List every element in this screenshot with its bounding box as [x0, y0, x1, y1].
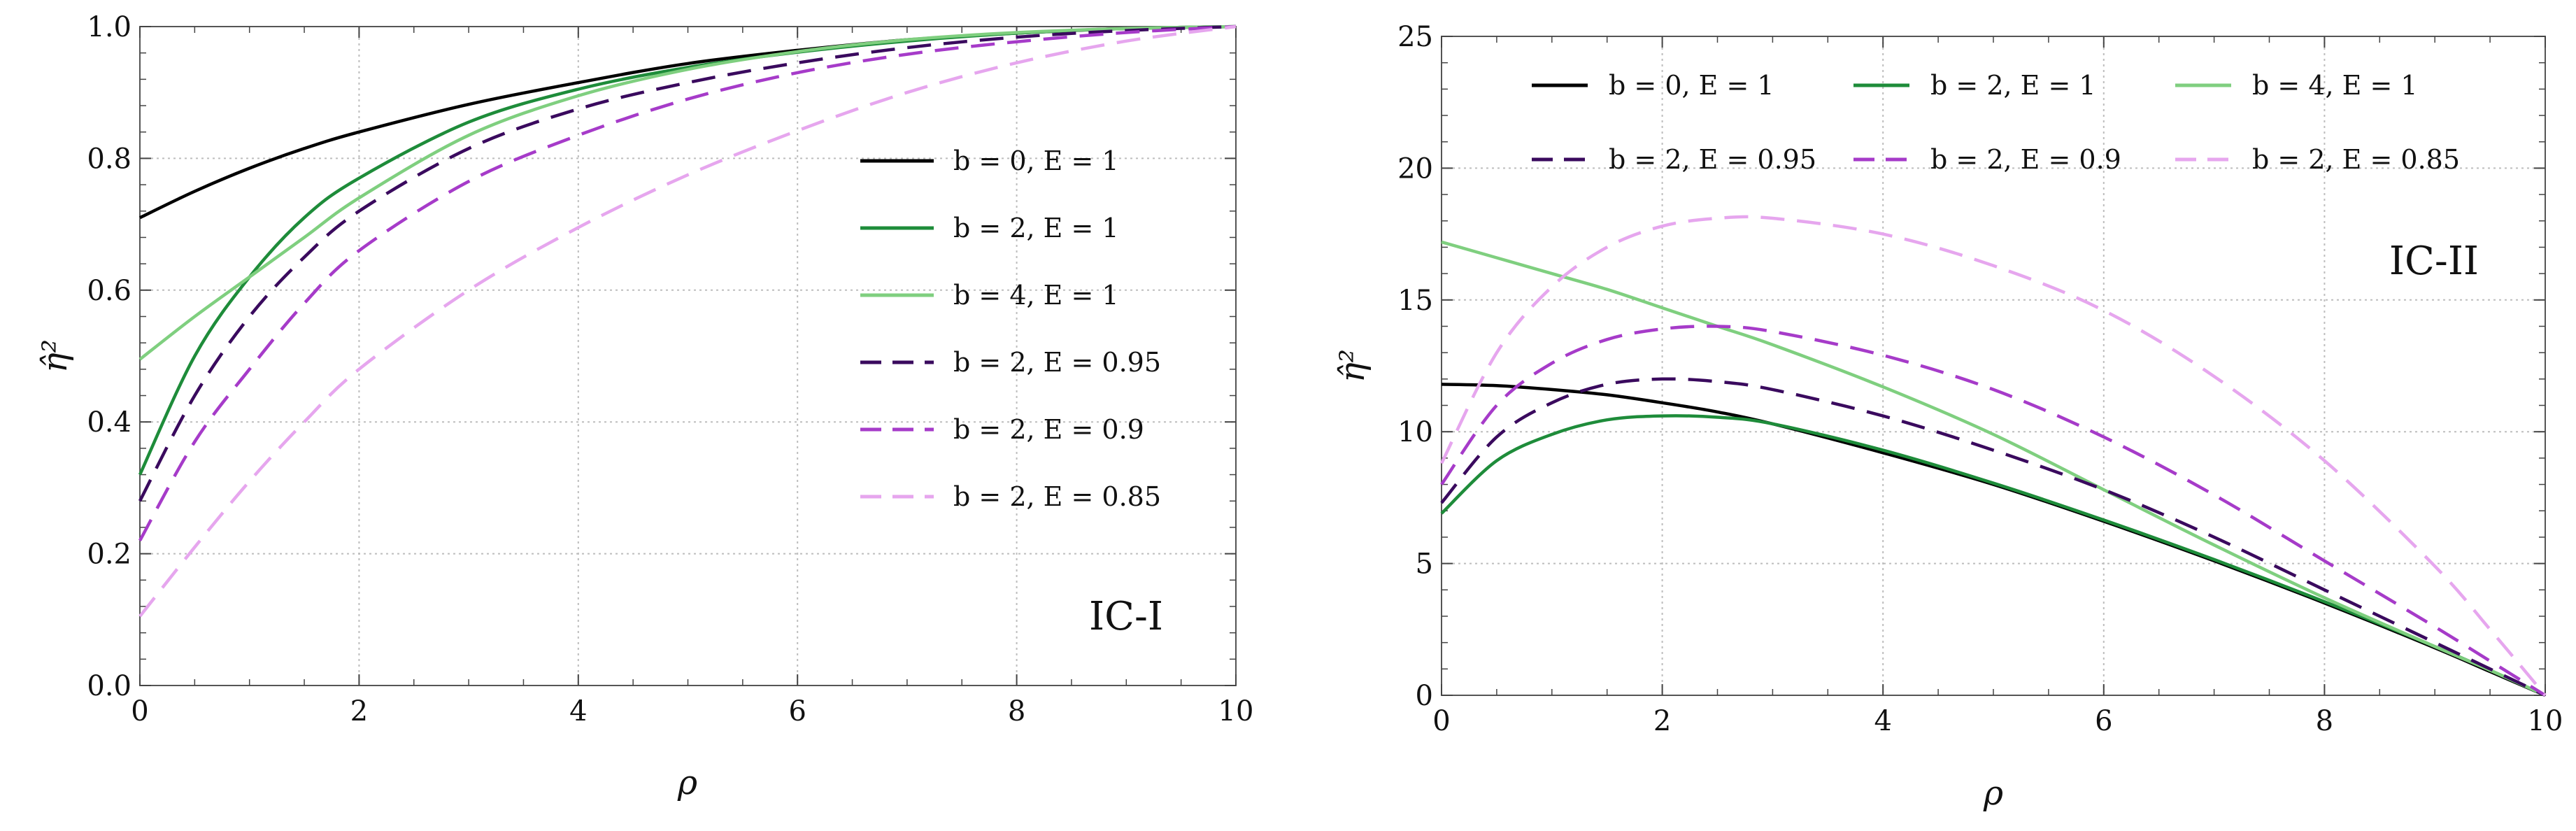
series-line-b2_E085: [138, 24, 1237, 618]
series-line-b2_E09: [138, 24, 1237, 541]
legend-label: b = 2, E = 0.95: [953, 347, 1161, 378]
series-line-b2_E09: [1440, 325, 2547, 697]
x-tick-label: 10: [1218, 695, 1254, 727]
x-tick-label: 2: [350, 695, 368, 727]
y-tick-label: 0.8: [87, 143, 131, 175]
y-tick-label: 1.0: [87, 11, 131, 43]
y-tick-label: 15: [1397, 285, 1433, 317]
x-tick-label: 4: [569, 695, 587, 727]
series-lines: [1439, 215, 2547, 697]
y-tick-label: 0.4: [87, 406, 131, 439]
grid-lines: [140, 27, 1236, 686]
panel-ic-i: 0 2 4 6 8 100.00.20.40.60.81.0 b = 0, E = 1b …: [36, 11, 1253, 802]
y-tick-label: 0: [1416, 680, 1433, 712]
x-tick-label: 6: [2095, 705, 2112, 737]
legend-label: b = 0, E = 1: [1609, 70, 1774, 101]
x-tick-label: 0: [1432, 705, 1450, 737]
legend-label: b = 4, E = 1: [953, 280, 1119, 311]
legend-label: b = 2, E = 0.95: [1609, 144, 1816, 175]
x-tick-label: 8: [2316, 705, 2333, 737]
x-tick-label: 6: [788, 695, 806, 727]
y-tick-label: 0.2: [87, 539, 131, 571]
plot-frame: [1441, 36, 2546, 696]
legend-label: b = 2, E = 0.85: [2252, 144, 2460, 175]
x-tick-label: 8: [1008, 695, 1025, 727]
x-tick-label: 10: [2528, 705, 2563, 737]
y-axis-label: η̂²: [1333, 349, 1372, 383]
series-line-b2_E085: [1439, 215, 2547, 697]
y-tick-label: 25: [1397, 21, 1433, 53]
legend-label: b = 2, E = 1: [1930, 70, 2096, 101]
legend-label: b = 0, E = 1: [953, 145, 1119, 176]
x-axis-label: ρ: [677, 763, 697, 802]
panel-ic-ii: 0 2 4 6 8 10 0 5 10 15 20 25 b = 0, E = 1 b = 2, E =…: [1333, 21, 2563, 813]
legend-label: b = 2, E = 1: [953, 213, 1119, 243]
plot-frame: [139, 26, 1237, 686]
legend-label: b = 2, E = 0.9: [1930, 144, 2121, 175]
x-tick-label: 2: [1653, 705, 1671, 737]
legend: b = 0, E = 1 b = 2, E = 1 b = 4, E = 1 b = …: [860, 145, 1161, 512]
series-line-b4_E1: [1441, 240, 2546, 697]
series-line-b2_E095: [138, 24, 1237, 502]
legend-label: b = 2, E = 0.85: [953, 481, 1161, 512]
x-axis-label: ρ: [1983, 774, 2003, 813]
panel-annotation: IC-I: [1089, 594, 1163, 639]
y-tick-label: 10: [1397, 416, 1433, 448]
series-lines: [138, 24, 1237, 618]
grid-lines: [1442, 36, 2545, 695]
panel-annotation: IC-II: [2389, 239, 2479, 284]
y-tick-label: 0.0: [87, 670, 131, 702]
y-tick-label: 20: [1397, 152, 1433, 185]
series-line-b2_E095: [1440, 377, 2546, 697]
x-tick-label: 4: [1874, 705, 1891, 737]
legend-label: b = 4, E = 1: [2252, 70, 2418, 101]
y-tick-label: 0.6: [87, 275, 131, 307]
legend: b = 0, E = 1 b = 2, E = 1 b = 4, E = 1 b = …: [1532, 70, 2460, 175]
tick-labels: 0 2 4 6 8 10 0.0 0.2 0.4 0.6 0.8 1.0: [87, 11, 1253, 727]
tick-labels: 0 2 4 6 8 10 0 5 10 15 20 25: [1397, 21, 2563, 737]
legend-label: b = 2, E = 0.9: [953, 414, 1144, 445]
y-tick-label: 5: [1416, 548, 1433, 581]
x-tick-label: 0: [131, 695, 148, 727]
y-axis-label: η̂²: [36, 339, 75, 373]
series-line-b4_E1: [138, 24, 1237, 361]
